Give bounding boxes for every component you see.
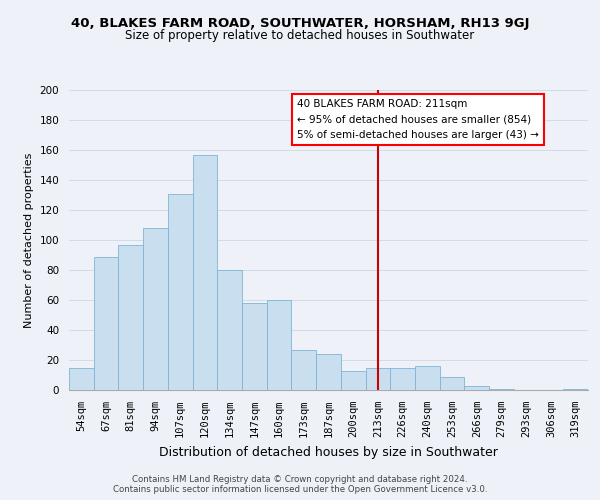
Bar: [143, 228, 168, 390]
Bar: [168, 194, 193, 390]
Bar: [489, 388, 514, 390]
Bar: [118, 244, 143, 390]
Bar: [365, 368, 390, 390]
Y-axis label: Number of detached properties: Number of detached properties: [24, 152, 34, 328]
Bar: [94, 256, 118, 390]
Bar: [292, 350, 316, 390]
Text: Size of property relative to detached houses in Southwater: Size of property relative to detached ho…: [125, 29, 475, 42]
Bar: [415, 366, 440, 390]
Bar: [267, 300, 292, 390]
X-axis label: Distribution of detached houses by size in Southwater: Distribution of detached houses by size …: [159, 446, 498, 458]
Bar: [563, 388, 588, 390]
Bar: [390, 368, 415, 390]
Text: 40, BLAKES FARM ROAD, SOUTHWATER, HORSHAM, RH13 9GJ: 40, BLAKES FARM ROAD, SOUTHWATER, HORSHA…: [71, 18, 529, 30]
Bar: [316, 354, 341, 390]
Bar: [242, 303, 267, 390]
Bar: [341, 370, 365, 390]
Bar: [440, 376, 464, 390]
Bar: [193, 154, 217, 390]
Bar: [464, 386, 489, 390]
Text: 40 BLAKES FARM ROAD: 211sqm
← 95% of detached houses are smaller (854)
5% of sem: 40 BLAKES FARM ROAD: 211sqm ← 95% of det…: [298, 99, 539, 140]
Text: Contains HM Land Registry data © Crown copyright and database right 2024.: Contains HM Land Registry data © Crown c…: [132, 474, 468, 484]
Bar: [217, 270, 242, 390]
Bar: [69, 368, 94, 390]
Text: Contains public sector information licensed under the Open Government Licence v3: Contains public sector information licen…: [113, 485, 487, 494]
